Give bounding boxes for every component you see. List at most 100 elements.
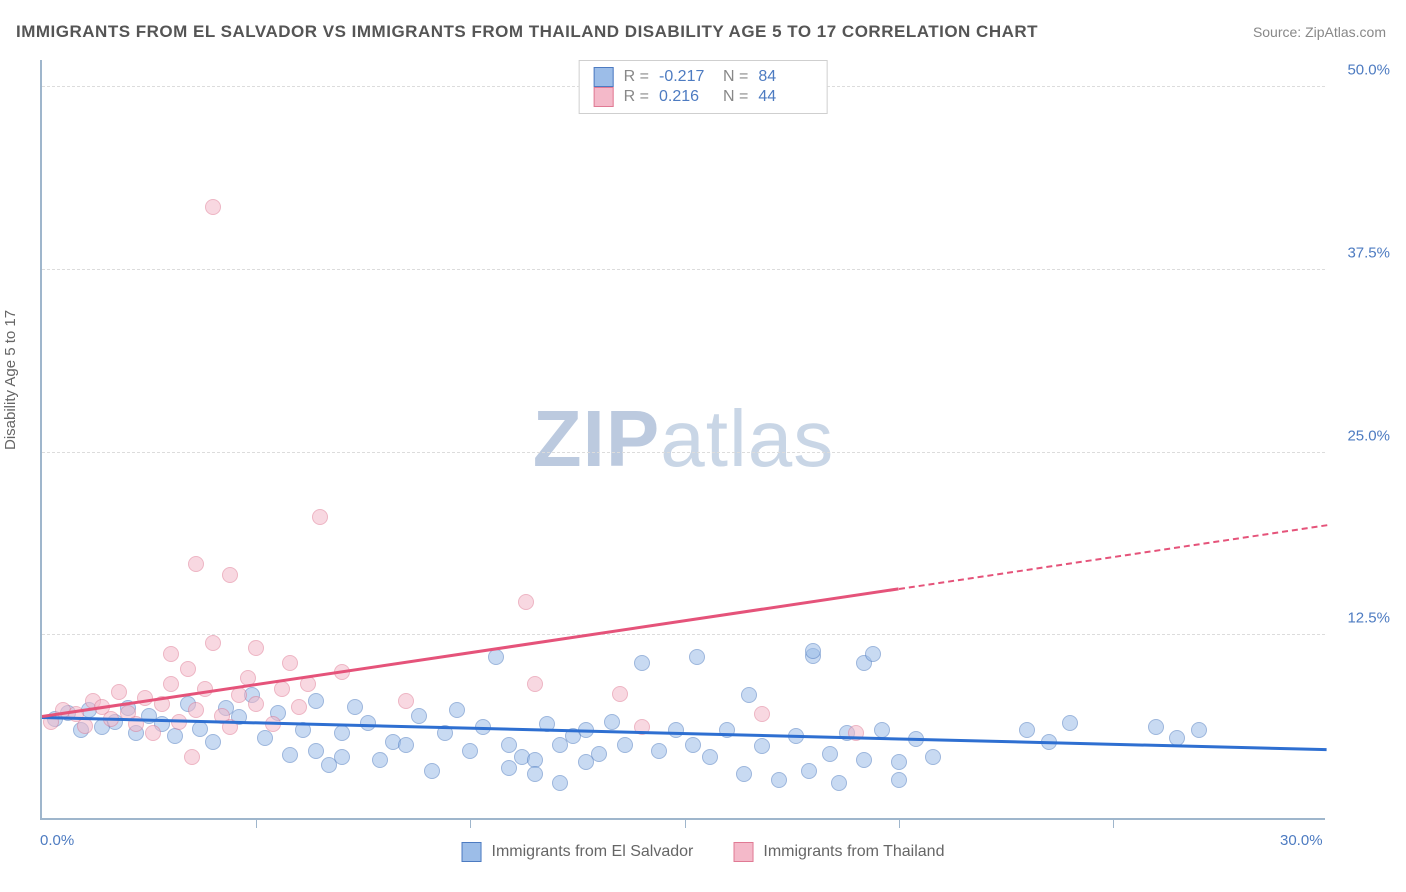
data-point <box>205 734 221 750</box>
x-tick <box>256 818 257 828</box>
x-axis-label-end: 30.0% <box>1280 832 1323 849</box>
watermark-atlas: atlas <box>660 394 834 483</box>
x-axis-label-start: 0.0% <box>40 832 74 849</box>
data-point <box>167 728 183 744</box>
data-point <box>925 749 941 765</box>
data-point <box>488 649 504 665</box>
data-point <box>617 737 633 753</box>
stat-r-value-1: -0.217 <box>659 68 713 86</box>
gridline <box>42 269 1325 270</box>
data-point <box>719 722 735 738</box>
data-point <box>856 752 872 768</box>
data-point <box>689 649 705 665</box>
watermark: ZIPatlas <box>533 393 834 485</box>
stat-n-value-2: 44 <box>758 88 812 106</box>
data-point <box>604 714 620 730</box>
data-point <box>205 635 221 651</box>
data-point <box>312 509 328 525</box>
data-point <box>612 686 628 702</box>
data-point <box>527 676 543 692</box>
data-point <box>398 737 414 753</box>
data-point <box>372 752 388 768</box>
stats-row-series2: R = 0.216 N = 44 <box>594 87 813 107</box>
data-point <box>801 763 817 779</box>
data-point <box>754 706 770 722</box>
data-point <box>265 716 281 732</box>
data-point <box>754 738 770 754</box>
data-point <box>501 737 517 753</box>
data-point <box>291 699 307 715</box>
data-point <box>205 199 221 215</box>
data-point <box>282 747 298 763</box>
data-point <box>308 693 324 709</box>
data-point <box>685 737 701 753</box>
stat-n-label: N = <box>723 68 748 86</box>
data-point <box>741 687 757 703</box>
data-point <box>831 775 847 791</box>
data-point <box>192 721 208 737</box>
data-point <box>231 687 247 703</box>
data-point <box>163 646 179 662</box>
legend-swatch-1 <box>462 842 482 862</box>
data-point <box>398 693 414 709</box>
data-point <box>1062 715 1078 731</box>
x-tick <box>1113 818 1114 828</box>
swatch-series1 <box>594 67 614 87</box>
stat-r-label: R = <box>624 88 649 106</box>
bottom-legend: Immigrants from El Salvador Immigrants f… <box>462 842 945 862</box>
data-point <box>591 746 607 762</box>
data-point <box>77 718 93 734</box>
data-point <box>145 725 161 741</box>
stat-n-value-1: 84 <box>758 68 812 86</box>
data-point <box>282 655 298 671</box>
gridline <box>42 634 1325 635</box>
data-point <box>334 749 350 765</box>
source-site: ZipAtlas.com <box>1305 24 1386 40</box>
x-tick <box>899 818 900 828</box>
data-point <box>527 752 543 768</box>
correlation-stats-box: R = -0.217 N = 84 R = 0.216 N = 44 <box>579 60 828 114</box>
data-point <box>771 772 787 788</box>
y-tick-label: 50.0% <box>1347 62 1390 79</box>
trend-line <box>899 524 1328 590</box>
data-point <box>188 702 204 718</box>
data-point <box>822 746 838 762</box>
data-point <box>449 702 465 718</box>
data-point <box>163 676 179 692</box>
data-point <box>501 760 517 776</box>
data-point <box>222 567 238 583</box>
data-point <box>1019 722 1035 738</box>
data-point <box>248 640 264 656</box>
legend-label-2: Immigrants from Thailand <box>763 843 944 861</box>
legend-swatch-2 <box>733 842 753 862</box>
watermark-zip: ZIP <box>533 394 660 483</box>
data-point <box>184 749 200 765</box>
gridline <box>42 452 1325 453</box>
data-point <box>552 775 568 791</box>
data-point <box>1191 722 1207 738</box>
data-point <box>865 646 881 662</box>
data-point <box>1148 719 1164 735</box>
data-point <box>891 754 907 770</box>
y-tick-label: 25.0% <box>1347 427 1390 444</box>
data-point <box>1169 730 1185 746</box>
chart-title: IMMIGRANTS FROM EL SALVADOR VS IMMIGRANT… <box>16 22 1038 42</box>
source-attribution: Source: ZipAtlas.com <box>1253 24 1386 40</box>
data-point <box>702 749 718 765</box>
data-point <box>360 715 376 731</box>
stat-r-value-2: 0.216 <box>659 88 713 106</box>
data-point <box>248 696 264 712</box>
data-point <box>188 556 204 572</box>
stat-r-label: R = <box>624 68 649 86</box>
data-point <box>462 743 478 759</box>
source-prefix: Source: <box>1253 24 1305 40</box>
data-point <box>308 743 324 759</box>
y-tick-label: 37.5% <box>1347 244 1390 261</box>
data-point <box>634 655 650 671</box>
x-tick <box>470 818 471 828</box>
y-tick-label: 12.5% <box>1347 610 1390 627</box>
data-point <box>347 699 363 715</box>
stats-row-series1: R = -0.217 N = 84 <box>594 67 813 87</box>
data-point <box>668 722 684 738</box>
legend-label-1: Immigrants from El Salvador <box>492 843 694 861</box>
